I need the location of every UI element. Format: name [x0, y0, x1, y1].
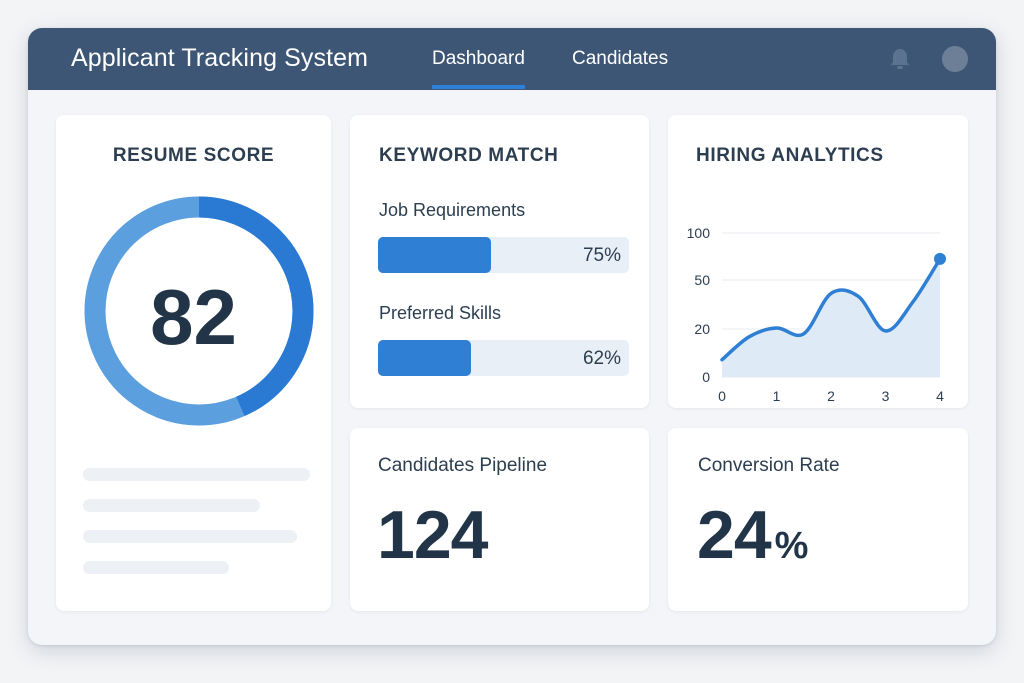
top-nav-bar: Applicant Tracking System Dashboard Cand…	[28, 28, 996, 90]
candidates-pipeline-card: Candidates Pipeline 124	[350, 428, 649, 611]
resume-score-value: 82	[150, 273, 237, 361]
conversion-rate-value: 24	[697, 497, 772, 573]
chart-x-tick-label: 3	[882, 388, 890, 404]
placeholder-line	[83, 468, 310, 481]
chart-x-tick-label: 2	[827, 388, 835, 404]
conversion-rate-title: Conversion Rate	[698, 455, 840, 476]
job-requirements-fill	[378, 237, 491, 273]
resume-score-ring	[84, 196, 314, 426]
chart-y-tick-label: 20	[694, 321, 710, 337]
app-window: Applicant Tracking System Dashboard Cand…	[28, 28, 996, 645]
tab-dashboard[interactable]: Dashboard	[432, 48, 525, 89]
chart-x-tick-label: 4	[936, 388, 944, 404]
keyword-match-card: KEYWORD MATCH Job Requirements 75% Prefe…	[350, 115, 649, 408]
chart-y-tick-label: 100	[687, 225, 711, 241]
placeholder-line	[83, 561, 229, 574]
hiring-analytics-chart: 100 50 20 00 1 2 3 4	[687, 225, 946, 404]
placeholder-line	[83, 499, 260, 512]
chart-x-tick-label: 0	[718, 388, 726, 404]
chart-x-tick-label: 1	[773, 388, 781, 404]
preferred-skills-bar: 62%	[378, 340, 629, 376]
job-requirements-label: Job Requirements	[379, 200, 526, 220]
resume-score-progress	[84, 196, 314, 426]
chart-y-tick-label: 50	[694, 272, 710, 288]
chart-series-line	[720, 257, 942, 362]
chart-area-fill	[722, 258, 940, 377]
conversion-rate-display: 24%	[697, 496, 808, 574]
conversion-rate-suffix: %	[774, 525, 809, 567]
keyword-match-title: KEYWORD MATCH	[379, 145, 559, 166]
chart-last-point	[934, 252, 946, 265]
conversion-rate-card: Conversion Rate 24%	[668, 428, 968, 611]
job-requirements-bar: 75%	[378, 237, 629, 273]
bell-icon[interactable]	[889, 47, 911, 71]
chart-y-tick-label: 0	[702, 369, 710, 385]
hiring-analytics-title: HIRING ANALYTICS	[696, 145, 884, 166]
preferred-skills-label: Preferred Skills	[379, 303, 502, 323]
preferred-skills-percent: 62%	[582, 348, 621, 369]
job-requirements-percent: 75%	[582, 245, 621, 266]
preferred-skills-fill	[378, 340, 472, 376]
candidates-pipeline-title: Candidates Pipeline	[378, 455, 548, 476]
resume-score-card: RESUME SCORE 82	[56, 115, 331, 611]
resume-score-title: RESUME SCORE	[112, 145, 275, 166]
tab-candidates[interactable]: Candidates	[572, 48, 669, 69]
placeholder-line	[83, 530, 297, 543]
candidates-pipeline-value: 124	[377, 497, 488, 573]
hiring-analytics-card: HIRING ANALYTICS 100 50 20 0 0 1 2 3 4	[668, 115, 968, 408]
user-avatar[interactable]	[942, 46, 968, 72]
app-title: Applicant Tracking System	[71, 44, 369, 72]
